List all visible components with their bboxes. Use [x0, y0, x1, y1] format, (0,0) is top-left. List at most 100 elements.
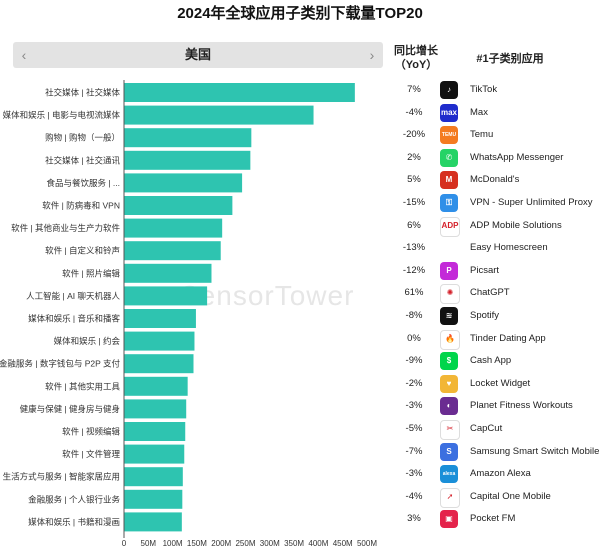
app-row: -3% alexa Amazon Alexa [396, 464, 600, 484]
category-label: 软件 | 其他商业与生产力软件 [11, 223, 120, 233]
app-row: -9% $ Cash App [396, 351, 600, 371]
yoy-value: 3% [407, 513, 421, 525]
app-name: Picsart [470, 264, 500, 276]
category-label: 软件 | 自定义和铃声 [45, 246, 120, 256]
bar [124, 512, 182, 532]
bar [124, 354, 194, 374]
chevron-right-icon[interactable]: › [369, 47, 375, 63]
yoy-value: 7% [407, 84, 421, 95]
app-row: 6% ADP ADP Mobile Solutions [396, 216, 600, 237]
bar [124, 83, 355, 102]
app-name: Pocket FM [470, 513, 516, 525]
app-name: ADP Mobile Solutions [470, 219, 562, 231]
yoy-value: 6% [407, 219, 421, 231]
yoy-value: 5% [407, 174, 421, 186]
spotify-icon: ≋ [440, 307, 458, 325]
x-tick-label: 200M [211, 539, 231, 548]
app-name: Samsung Smart Switch Mobile [470, 445, 600, 457]
app-row: 0% 🔥 Tinder Dating App [396, 329, 600, 350]
x-tick-label: 350M [284, 539, 304, 548]
app-row: -20% TEMU Temu [396, 125, 600, 145]
bar [124, 399, 187, 419]
x-tick-label: 500M [357, 539, 377, 548]
bar [124, 128, 252, 148]
app-row: 2% ✆ WhatsApp Messenger [396, 148, 600, 168]
bar [124, 309, 196, 328]
tiktok-icon: ♪ [440, 81, 458, 99]
app-row: -8% ≋ Spotify [396, 306, 600, 326]
temu-icon: TEMU [440, 126, 458, 145]
app-name: VPN - Super Unlimited Proxy [470, 197, 593, 208]
x-tick-label: 100M [163, 539, 183, 548]
yoy-value: -20% [402, 129, 426, 141]
bar [124, 105, 314, 125]
app-row: 5% M McDonald's [396, 170, 600, 190]
vpn-key-icon: ⚿ [440, 194, 458, 212]
category-label: 软件 | 视频编辑 [62, 427, 120, 437]
bar [124, 331, 195, 351]
category-label: 健康与保健 | 健身房与健身 [20, 404, 120, 414]
chatgpt-icon: ✺ [440, 284, 460, 305]
category-label: 软件 | 文件管理 [62, 449, 120, 459]
app-row: -7% S Samsung Smart Switch Mobile [396, 442, 600, 462]
bar [124, 422, 186, 441]
app-name: ChatGPT [470, 287, 510, 299]
watermark: SensorTower [180, 280, 355, 311]
category-label: 生活方式与服务 | 智能家居应用 [3, 472, 120, 482]
app-row: -4% ➚ Capital One Mobile [396, 487, 600, 508]
yoy-value: -3% [405, 468, 423, 480]
app-row: -15% ⚿ VPN - Super Unlimited Proxy [396, 193, 600, 213]
category-label: 人工智能 | AI 聊天机器人 [26, 291, 120, 301]
category-label: 媒体和娱乐 | 电影与电视流媒体 [3, 110, 121, 120]
app-name: TikTok [470, 84, 498, 95]
bar [124, 241, 221, 261]
category-label: 软件 | 照片编辑 [62, 268, 120, 278]
category-label: 软件 | 防病毒和 VPN [42, 201, 120, 211]
x-tick-label: 450M [333, 539, 353, 548]
yoy-value: -15% [402, 197, 426, 208]
yoy-value: -8% [405, 310, 423, 321]
region-selector[interactable]: ‹ 美国 › [13, 42, 383, 68]
bar [124, 376, 188, 396]
yoy-value: -4% [405, 490, 423, 502]
app-row: -4% max Max [396, 103, 600, 123]
x-tick-label: 300M [260, 539, 280, 548]
app-name: Easy Homescreen [470, 242, 548, 254]
picsart-icon: P [440, 261, 458, 280]
top-app-column-header: #1子类别应用 [476, 53, 544, 65]
app-row: -13% Easy Homescreen [396, 238, 600, 258]
category-label: 媒体和娱乐 | 书籍和漫画 [28, 517, 120, 527]
yoy-value: 0% [407, 332, 421, 344]
chevron-left-icon[interactable]: ‹ [21, 47, 27, 63]
bar [124, 196, 233, 215]
app-name: Capital One Mobile [470, 490, 551, 502]
app-row: 61% ✺ ChatGPT [396, 283, 600, 305]
app-name: CapCut [470, 423, 503, 434]
yoy-value: 61% [404, 287, 424, 299]
yoy-value: -13% [402, 242, 426, 254]
yoy-value: -12% [402, 264, 426, 276]
category-label: 社交媒体 | 社交媒体 [45, 88, 120, 98]
max-icon: max [440, 103, 458, 122]
capital-one-icon: ➚ [440, 487, 460, 508]
app-name: Spotify [470, 310, 500, 321]
category-label: 媒体和娱乐 | 音乐和播客 [28, 314, 120, 324]
app-name: Temu [470, 129, 494, 141]
app-name: Planet Fitness Workouts [470, 400, 573, 412]
whatsapp-icon: ✆ [440, 148, 458, 167]
category-label: 购物 | 购物（一般） [45, 133, 120, 143]
category-label: 媒体和娱乐 | 约会 [54, 336, 121, 346]
category-label: 食品与餐饮服务 | ... [46, 178, 120, 188]
bar [124, 263, 212, 283]
app-name: Amazon Alexa [470, 468, 531, 480]
planet-fitness-icon: ◐ [440, 397, 458, 416]
app-name: Tinder Dating App [470, 332, 546, 344]
category-label: 社交媒体 | 社交通讯 [45, 155, 120, 165]
bar [124, 150, 251, 170]
yoy-value: -2% [405, 377, 423, 389]
bar [124, 444, 185, 464]
bar [124, 173, 243, 193]
app-name: McDonald's [470, 174, 520, 186]
bar [124, 218, 223, 238]
